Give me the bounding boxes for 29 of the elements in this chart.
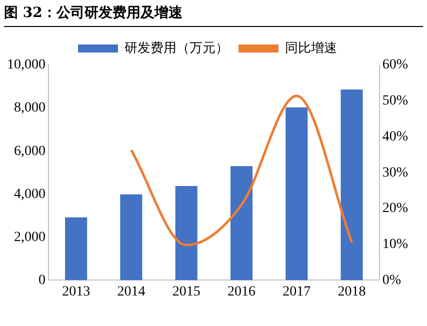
y-tick-label: 8,000: [14, 100, 46, 116]
y-tick-label: 0: [38, 272, 46, 288]
y2-tick-label: 40%: [382, 129, 408, 144]
y-tick-label: 2,000: [14, 230, 46, 245]
y2-tick-label: 10%: [382, 237, 408, 252]
x-tick-label: 2016: [227, 284, 256, 300]
bar: [120, 194, 142, 280]
bar: [230, 166, 253, 280]
x-tick-label: 2018: [338, 284, 366, 300]
x-tick-label: 2014: [117, 284, 146, 300]
line-series: [130, 94, 354, 246]
y2-tick-label: 30%: [382, 165, 408, 180]
y2-tick-label: 60%: [382, 58, 408, 73]
x-tick-label: 2013: [62, 284, 90, 300]
y-tick-label: 10,000: [7, 58, 46, 73]
bar: [175, 186, 198, 280]
legend-label: 同比增速: [285, 40, 337, 56]
y2-tick-label: 50%: [382, 94, 408, 109]
x-tick-label: 2017: [282, 284, 311, 300]
bar: [340, 90, 363, 280]
y2-tick-label: 0%: [382, 272, 402, 288]
y-tick-label: 4,000: [14, 186, 46, 202]
y-tick-label: 6,000: [14, 144, 46, 159]
y2-tick-label: 20%: [382, 201, 408, 216]
bar: [65, 217, 88, 280]
x-tick-label: 2015: [172, 284, 200, 300]
chart-title: 图 32：公司研发费用及增速: [4, 4, 423, 27]
legend-label: 研发费用（万元）: [124, 40, 228, 56]
bar: [286, 107, 308, 280]
